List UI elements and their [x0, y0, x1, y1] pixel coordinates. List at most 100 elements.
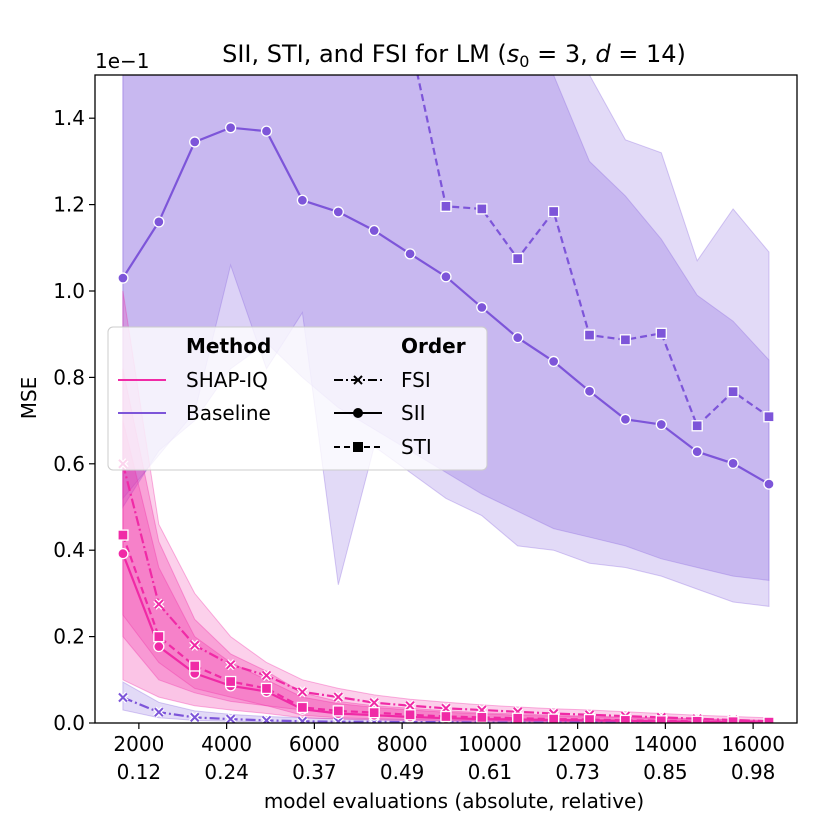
point-shap-iq-fsi-1 [153, 598, 165, 610]
x-tick-label-4000: 4000 [201, 732, 252, 756]
point-baseline-sii-6 [332, 206, 344, 218]
x-tick-label-10000: 10000 [458, 732, 522, 756]
point-baseline-sti-3 [512, 252, 524, 265]
y-tick-label-1.0: 1.0 [53, 279, 85, 303]
point-baseline-sii-14 [619, 413, 632, 425]
point-baseline-sii-5 [296, 194, 309, 206]
point-baseline-sii-3 [224, 122, 237, 134]
x-tick-rel-label-0.61: 0.61 [468, 760, 513, 784]
point-shap-iq-sti-9 [440, 710, 452, 723]
legend-order-title: Order [401, 334, 466, 358]
point-baseline-fsi-5 [296, 715, 308, 723]
y-tick-label-1.2: 1.2 [53, 193, 85, 217]
point-shap-iq-fsi-5 [296, 686, 308, 698]
x-tick-rel-label-0.85: 0.85 [643, 760, 688, 784]
legend-method-title: Method [186, 334, 271, 358]
point-baseline-sii-2 [189, 136, 201, 148]
legend-box [107, 326, 488, 471]
x-tick-label-14000: 14000 [634, 732, 698, 756]
point-baseline-sii-7 [368, 224, 380, 237]
plot-frame [94, 74, 798, 724]
point-baseline-sti-9 [727, 386, 739, 398]
point-shap-iq-fsi-4 [260, 669, 273, 682]
point-baseline-sii-13 [583, 385, 596, 397]
legend-label-shap-iq: SHAP-IQ [186, 368, 268, 392]
point-baseline-sii-10 [476, 301, 488, 314]
point-shap-iq-fsi-3 [225, 659, 237, 671]
x-tick-label-12000: 12000 [546, 732, 610, 756]
x-tick-rel-label-0.12: 0.12 [117, 760, 162, 784]
point-shap-iq-sti-16 [691, 715, 703, 723]
legend-label-sii: SII [401, 401, 426, 425]
point-baseline-sii-11 [512, 332, 524, 344]
point-baseline-sii-15 [655, 418, 667, 431]
y-tick-label-0.0: 0.0 [53, 711, 85, 735]
point-shap-iq-sti-7 [368, 706, 380, 719]
point-shap-iq-fsi-2 [189, 639, 201, 651]
point-shap-iq-sti-10 [476, 711, 488, 723]
legend-label-baseline: Baseline [186, 401, 271, 425]
x-tick-rel-label-0.98: 0.98 [731, 760, 776, 784]
point-shap-iq-sti-3 [224, 675, 237, 688]
legend-marker-x-icon [353, 375, 363, 385]
point-shap-iq-sti-17 [727, 716, 739, 723]
y-tick-label-1.4: 1.4 [53, 106, 85, 130]
point-baseline-fsi-0 [117, 691, 129, 704]
point-shap-iq-sti-13 [583, 713, 596, 723]
point-shap-iq-sti-18 [763, 716, 775, 723]
point-shap-iq-sti-5 [296, 701, 309, 714]
legend: Method Order SHAP-IQ Baseline FSI SII ST… [107, 326, 488, 471]
x-tick-label-8000: 8000 [377, 732, 428, 756]
chart-title: SII, STI, and FSI for LM (s0 = 3, d = 14… [222, 40, 686, 71]
point-shap-iq-sti-11 [512, 712, 524, 723]
point-shap-iq-fsi-7 [368, 697, 380, 709]
x-ticks: 2000 0.12 4000 0.24 6000 0.37 8000 0.49 10000 0.6… [113, 723, 785, 784]
point-baseline-sii-17 [727, 457, 739, 470]
point-baseline-sii-8 [404, 248, 416, 260]
y-scale-label: 1e−1 [95, 49, 150, 73]
point-baseline-sti-4 [547, 205, 560, 218]
x-tick-rel-label-0.37: 0.37 [292, 760, 337, 784]
point-shap-iq-sti-6 [332, 705, 344, 717]
y-tick-label-0.6: 0.6 [53, 452, 85, 476]
x-tick-label-6000: 6000 [289, 732, 340, 756]
y-tick-label-0.4: 0.4 [53, 538, 85, 562]
point-baseline-fsi-3 [225, 713, 237, 723]
point-baseline-sti-2 [476, 203, 488, 215]
point-baseline-fsi-6 [332, 716, 344, 723]
x-tick-label-2000: 2000 [113, 732, 164, 756]
point-shap-iq-sti-0 [117, 529, 129, 541]
point-shap-iq-sti-15 [655, 715, 667, 723]
band-shap-iq-sti-band [122, 420, 770, 723]
point-shap-iq-sti-14 [619, 714, 632, 723]
point-shap-iq-fsi-6 [332, 691, 344, 703]
x-axis-label: model evaluations (absolute, relative) [264, 789, 644, 813]
point-shap-iq-sti-8 [404, 709, 416, 721]
point-baseline-sii-9 [440, 271, 452, 283]
point-shap-iq-sti-12 [547, 713, 560, 723]
legend-marker-circle-icon [353, 408, 363, 418]
point-baseline-sii-1 [153, 216, 165, 228]
point-shap-iq-sii-0 [117, 548, 129, 560]
point-baseline-sti-10 [763, 411, 775, 423]
x-tick-label-16000: 16000 [721, 732, 785, 756]
band-shap-iq-sii-band [122, 368, 770, 723]
point-baseline-fsi-2 [189, 711, 201, 723]
point-baseline-sii-4 [260, 125, 273, 137]
point-baseline-sti-1 [440, 200, 452, 212]
point-baseline-fsi-4 [260, 714, 273, 723]
point-baseline-sti-6 [619, 334, 632, 346]
legend-label-sti: STI [401, 435, 432, 459]
y-ticks: 0.0 0.2 0.4 0.6 0.8 1.0 1.2 1.4 [53, 106, 95, 735]
point-baseline-sii-16 [691, 446, 703, 458]
x-tick-rel-label-0.73: 0.73 [555, 760, 600, 784]
legend-label-fsi: FSI [401, 368, 431, 392]
point-shap-iq-sii-1 [153, 640, 165, 653]
point-shap-iq-sti-1 [153, 630, 165, 643]
point-shap-iq-fsi-8 [404, 700, 416, 712]
point-baseline-sti-5 [583, 329, 596, 341]
point-baseline-sii-0 [117, 272, 129, 284]
point-baseline-fsi-1 [153, 706, 165, 718]
